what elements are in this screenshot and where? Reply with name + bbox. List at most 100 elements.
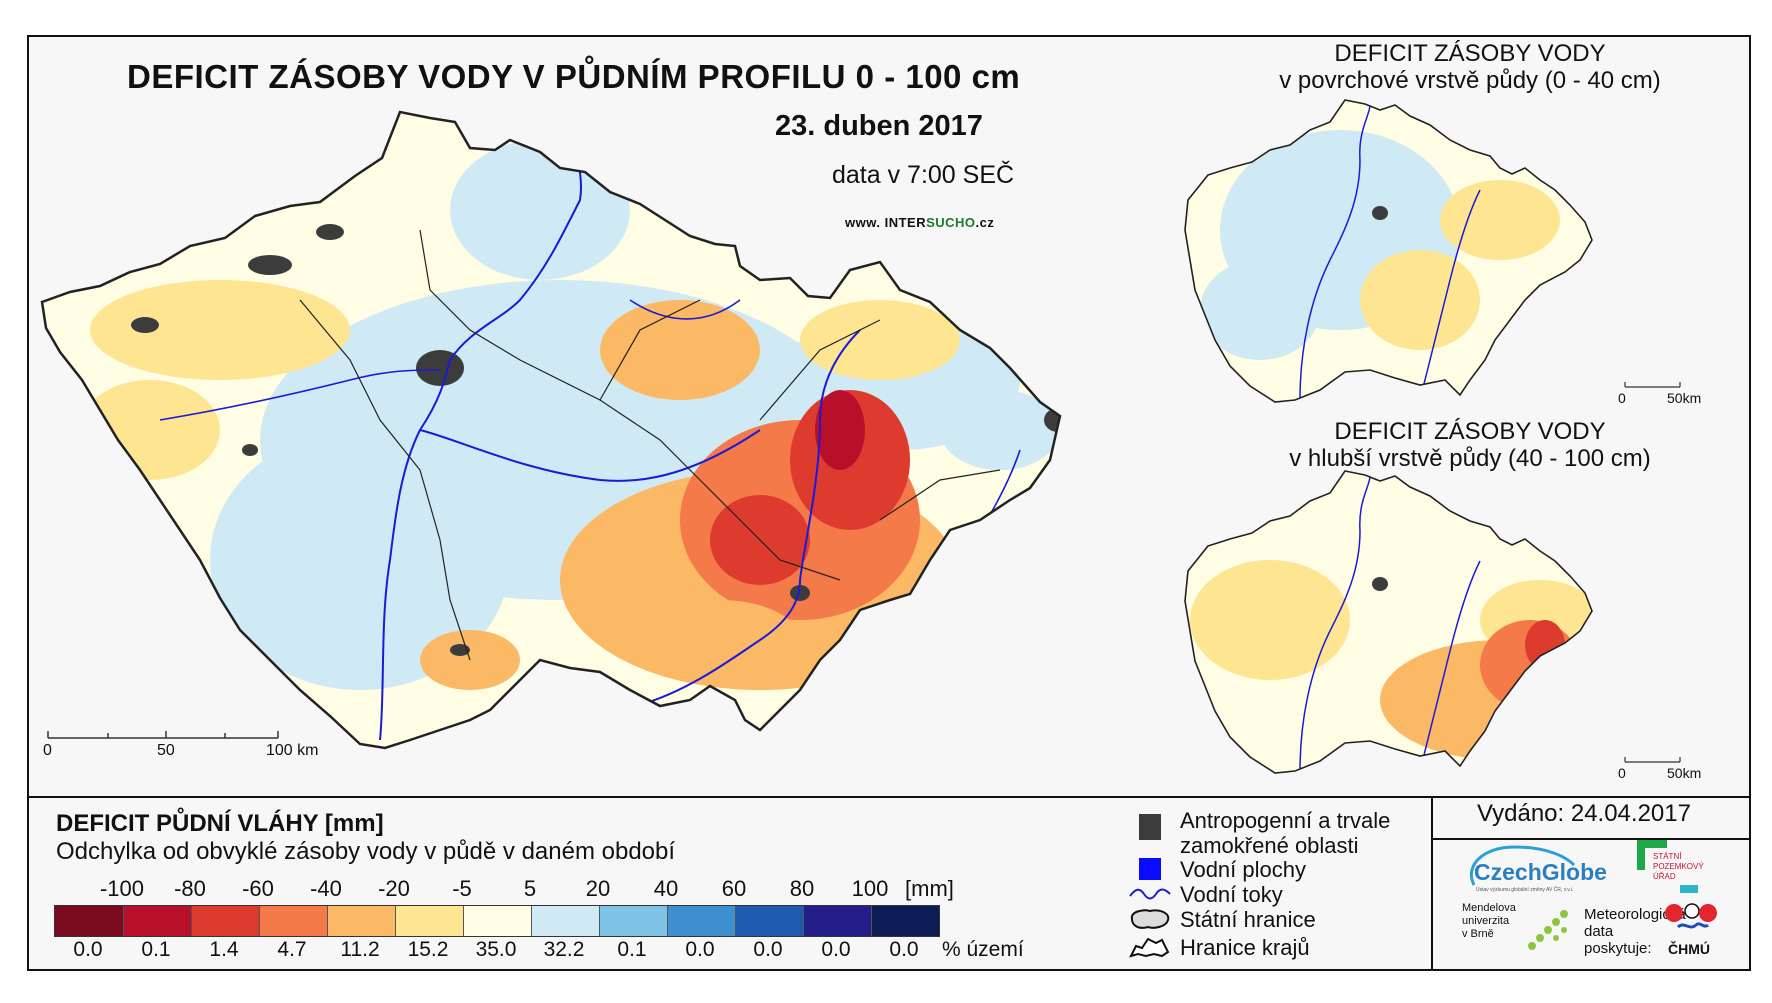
main-map-border [40,110,1062,750]
spu-line2: POZEMKOVÝ [1653,862,1704,871]
mendel-line2: univerzita [1462,915,1510,927]
issued-divider-horizontal [1431,838,1749,840]
legend-break-label: 20 [585,876,611,901]
czechglobe-arc-icon [1470,845,1576,886]
website-link[interactable]: www. INTERSUCHO.cz [845,215,994,230]
inset-bottom-scale-50: 50km [1667,765,1702,781]
inset-bottom-title-line1: DEFICIT ZÁSOBY VODY [1334,418,1606,445]
legend-percentage: 0.0 [685,938,715,961]
czechglobe-logo: CzechGlobe Ústav výzkumu globální změny … [1454,845,1614,905]
legend-percentage: 15.2 [407,938,449,961]
website-prefix: www. INTER [845,215,927,230]
legend-break-label: 40 [653,876,679,901]
mendel-logo: Mendelova univerzita v Brně [1462,902,1572,962]
meteo-line2: data [1584,923,1614,940]
mendel-line1: Mendelova [1462,902,1516,914]
inset-top-scale-bar [1624,382,1681,388]
legend-swatch [735,906,803,936]
legend-swatch [463,906,531,936]
region-border-label: Hranice krajů [1180,935,1310,960]
state-border-label: Státní hranice [1180,907,1316,932]
meteo-line1: Meteorologická [1584,906,1686,923]
legend-percentage: 0.0 [889,938,919,961]
river-symbol [1129,888,1171,900]
website-highlight: SUCHO [926,215,976,230]
water-body-symbol [1139,858,1161,880]
inset-bottom-border [1184,470,1593,774]
legend-break-label: -100 [99,876,145,901]
legend-percentage: 32.2 [543,938,585,961]
meteo-provider-label: Meteorologická data poskytuje: [1584,906,1686,957]
inset-top-fill [1185,100,1592,402]
legend-percentage: 0.0 [73,938,103,961]
inset-top-title-line1: DEFICIT ZÁSOBY VODY [1334,40,1606,67]
inset-top-title-line2: v povrchové vrstvě půdy (0 - 40 cm) [1279,67,1661,94]
legend-break-label: -20 [378,876,410,901]
data-time: data v 7:00 SEČ [832,161,1015,189]
czechglobe-subtitle: Ústav výzkumu globální změny AV ČR, v.v.… [1476,887,1574,893]
water-body-label: Vodní plochy [1180,857,1306,882]
issued-divider [1431,796,1433,971]
legend-percentage: 1.4 [209,938,239,961]
inset-bottom-fill [1185,471,1592,773]
legend-percentage: 0.0 [753,938,783,961]
mendel-line3: v Brně [1462,928,1494,940]
inset-top-border [1184,99,1593,403]
main-scale-label-0: 0 [43,742,52,759]
legend-break-label: -60 [242,876,274,901]
legend-title: DEFICIT PŮDNÍ VLÁHY [mm] [56,810,384,837]
legend-percentage: 0.1 [617,938,647,961]
chmu-logo: ČHMÚ [1660,885,1720,965]
legend-swatch [259,906,327,936]
legend-break-label: -80 [174,876,206,901]
chmu-top-bar [1680,885,1698,893]
inset-bottom-scale-bar [1624,757,1681,763]
spu-mark-icon [1637,840,1645,870]
legend-swatch [871,906,939,936]
legend-swatch [803,906,871,936]
legend-break-label: 80 [789,876,815,901]
legend-swatch [123,906,191,936]
legend-break-label: 5 [523,876,537,901]
legend-divider [29,796,1749,798]
urban-symbol [1139,814,1161,840]
spu-logo: STÁTNÍ POZEMKOVÝ ÚŘAD [1637,840,1707,900]
main-scale-bar [47,731,279,739]
spu-line3: ÚŘAD [1653,872,1676,881]
inset-bottom-scale-0: 0 [1618,765,1626,781]
legend-break-label: -5 [452,876,472,901]
legend-percentage: 4.7 [277,938,307,961]
inset-bottom-title-line2: v hlubší vrstvě půdy (40 - 100 cm) [1289,445,1651,472]
inset-top-scale-0: 0 [1618,390,1626,406]
legend-swatch [55,906,123,936]
legend-percentage: 0.0 [821,938,851,961]
main-scale-label-50: 50 [157,742,175,759]
inset-bottom-title: DEFICIT ZÁSOBY VODY v hlubší vrstvě půdy… [1240,418,1700,472]
legend-swatch [395,906,463,936]
legend-break-label: -40 [310,876,342,901]
czechglobe-name: CzechGlobe [1474,859,1607,885]
chmu-name: ČHMÚ [1668,941,1710,957]
mendel-dots-icon [1528,910,1568,950]
issued-date: Vydáno: 24.04.2017 [1477,800,1691,827]
legend-swatch [191,906,259,936]
legend-break-label: 100 [851,876,889,901]
legend-swatch [599,906,667,936]
legend-subtitle: Odchylka od obvyklé zásoby vody v půdě v… [56,838,676,865]
chmu-circles-icon [1665,903,1717,929]
legend-percentage: 35.0 [475,938,517,961]
inset-top-scale-50: 50km [1667,390,1702,406]
region-border-symbol [1129,937,1170,958]
legend-swatch [531,906,599,936]
map-date: 23. duben 2017 [775,110,983,142]
spu-mark-bar [1637,840,1667,848]
legend-unit: [mm] [905,876,954,901]
legend-pct-unit: % území [942,938,1024,961]
legend-break-label: 60 [721,876,747,901]
main-map-fill [42,112,1060,748]
legend-percentage: 11.2 [340,938,380,961]
state-border-symbol [1130,909,1170,929]
inset-top-title: DEFICIT ZÁSOBY VODY v povrchové vrstvě p… [1240,40,1700,94]
legend-color-bar [54,905,940,937]
